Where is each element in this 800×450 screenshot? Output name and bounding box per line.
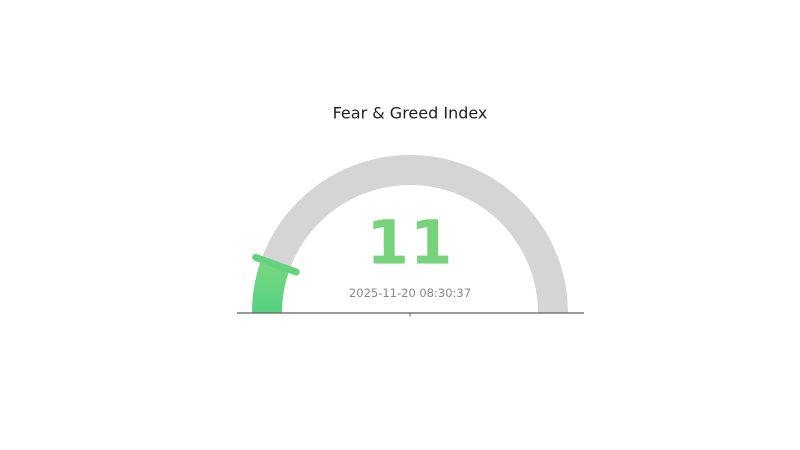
gauge-timestamp: 2025-11-20 08:30:37 [348, 286, 472, 300]
gauge-track-arc [252, 155, 568, 314]
gauge-marker [252, 253, 300, 276]
chart-title: Fear & Greed Index [332, 103, 488, 123]
gauge-value: 11 [366, 207, 454, 279]
